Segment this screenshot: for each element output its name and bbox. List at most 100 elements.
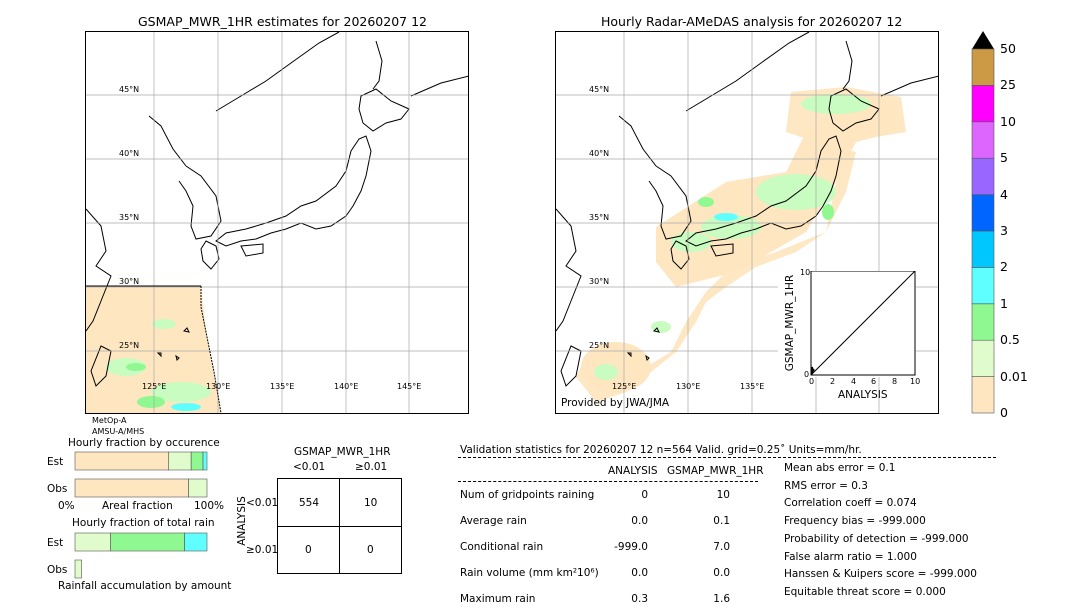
colorbar-label: 0.01 bbox=[1000, 368, 1028, 384]
lon-label: 140°E bbox=[334, 382, 359, 391]
stats-row-analysis: 0.0 bbox=[631, 567, 648, 579]
lon-label: 125°E bbox=[142, 382, 167, 391]
colorbar-segment bbox=[971, 121, 995, 159]
occurrence-title: Hourly fraction by occurence bbox=[68, 437, 220, 449]
fraction-bar-segment bbox=[188, 478, 208, 498]
lon-label: 125°E bbox=[612, 382, 637, 391]
rainfrac-title: Hourly fraction of total rain bbox=[72, 517, 215, 529]
fraction-bar-segment bbox=[190, 451, 204, 471]
right-map-title: Hourly Radar-AMeDAS analysis for 2026020… bbox=[601, 14, 903, 29]
score-line: Probability of detection = -999.000 bbox=[784, 532, 969, 545]
sensor-name: MetOp-A bbox=[92, 416, 127, 425]
contingency-row1: <0.01 bbox=[246, 497, 279, 509]
colorbar-segment bbox=[971, 230, 995, 268]
colorbar-segment bbox=[971, 48, 995, 86]
stats-row-gsmap: 0.1 bbox=[713, 515, 730, 527]
colorbar-segment bbox=[971, 303, 995, 341]
fraction-bar-segment bbox=[184, 532, 208, 552]
fraction-bar-segment bbox=[74, 478, 189, 498]
data-credit: Provided by JWA/JMA bbox=[561, 397, 670, 409]
fraction-bar-segment bbox=[74, 451, 170, 471]
inset-x-tick: 8 bbox=[892, 377, 898, 386]
stats-header: Validation statistics for 20260207 12 n=… bbox=[460, 444, 862, 456]
colorbar-segment bbox=[971, 157, 995, 195]
rainfrac-est-label: Est bbox=[47, 537, 64, 549]
colorbar-label: 1 bbox=[1000, 295, 1008, 311]
score-line: Frequency bias = -999.000 bbox=[784, 515, 926, 528]
stats-col-gsmap: GSMAP_MWR_1HR bbox=[667, 465, 764, 477]
inset-xlabel: ANALYSIS bbox=[838, 389, 888, 401]
colorbar-label: 25 bbox=[1000, 77, 1016, 93]
stats-row-analysis: 0 bbox=[641, 489, 648, 501]
inset-x-tick: 0 bbox=[809, 377, 815, 386]
lat-label: 25°N bbox=[119, 341, 140, 350]
fraction-bar-segment bbox=[202, 451, 208, 471]
stats-row-gsmap: 1.6 bbox=[713, 593, 730, 605]
fraction-bar-segment bbox=[74, 559, 82, 579]
left-map-title: GSMAP_MWR_1HR estimates for 20260207 12 bbox=[138, 14, 427, 29]
cell-correct-negative: 554 bbox=[299, 497, 320, 509]
inset-y-tick: 10 bbox=[800, 268, 811, 277]
cell-miss: 0 bbox=[305, 544, 312, 556]
inset-x-tick: 6 bbox=[871, 377, 877, 386]
stats-row-label: Conditional rain bbox=[460, 541, 544, 553]
colorbar-segment bbox=[971, 267, 995, 305]
score-line: RMS error = 0.3 bbox=[784, 479, 868, 492]
lat-label: 30°N bbox=[589, 277, 610, 286]
colorbar-label: 5 bbox=[1000, 150, 1008, 166]
rainfrac-bars bbox=[74, 532, 208, 579]
lat-label: 30°N bbox=[119, 277, 140, 286]
score-line: Equitable threat score = 0.000 bbox=[784, 585, 946, 598]
stats-row-label: Num of gridpoints raining bbox=[460, 489, 595, 501]
inset-ylabel: GSMAP_MWR_1HR bbox=[784, 274, 797, 372]
cell-false-alarm: 10 bbox=[364, 497, 378, 509]
colorbar-label: 0.5 bbox=[1000, 332, 1020, 348]
colorbar-segment bbox=[971, 376, 995, 414]
lon-label: 130°E bbox=[206, 382, 231, 391]
lat-label: 25°N bbox=[589, 341, 610, 350]
lat-label: 35°N bbox=[589, 213, 610, 222]
lat-label: 35°N bbox=[119, 213, 140, 222]
lon-label: 145°E bbox=[397, 382, 422, 391]
stats-row-label: Maximum rain bbox=[460, 593, 536, 605]
stats-row-gsmap: 7.0 bbox=[713, 541, 730, 553]
colorbar bbox=[971, 31, 995, 414]
inset-x-tick: 10 bbox=[910, 377, 921, 386]
colorbar-extend-arrow bbox=[972, 31, 994, 49]
contingency-row2: ≥0.01 bbox=[246, 544, 279, 556]
stats-row-gsmap: 10 bbox=[716, 489, 730, 501]
contingency-table: 554 10 0 0 bbox=[277, 478, 402, 574]
left-map: 45°N 40°N 35°N 30°N 25°N 125°E 130°E 135… bbox=[85, 31, 469, 414]
occurrence-x1: 100% bbox=[194, 500, 225, 512]
fraction-bar-segment bbox=[168, 451, 192, 471]
lat-label: 45°N bbox=[119, 85, 140, 94]
score-line: Hanssen & Kuipers score = -999.000 bbox=[784, 568, 977, 581]
lon-label: 130°E bbox=[676, 382, 701, 391]
inset-y-tick: 0 bbox=[804, 370, 810, 379]
contingency-col1: <0.01 bbox=[293, 461, 326, 473]
occurrence-est-label: Est bbox=[47, 456, 64, 468]
colorbar-label: 3 bbox=[1000, 223, 1008, 238]
right-map: 45°N 40°N 35°N 30°N 25°N 125°E 130°E 135… bbox=[555, 31, 939, 414]
occurrence-obs-label: Obs bbox=[47, 483, 68, 495]
contingency-title: GSMAP_MWR_1HR bbox=[294, 446, 391, 458]
rain-field bbox=[86, 286, 221, 413]
score-line: False alarm ratio = 1.000 bbox=[784, 550, 917, 563]
colorbar-segment bbox=[971, 194, 995, 232]
colorbar-label: 50 bbox=[1000, 41, 1016, 56]
occurrence-x0: 0% bbox=[58, 500, 75, 512]
colorbar-label: 0 bbox=[1000, 405, 1008, 420]
colorbar-label: 10 bbox=[1000, 113, 1016, 129]
stats-row-label: Rain volume (mm km²10⁶) bbox=[460, 567, 599, 579]
inset-x-tick: 4 bbox=[851, 377, 857, 386]
colorbar-label: 2 bbox=[1000, 259, 1008, 275]
colorbar-segment bbox=[971, 339, 995, 377]
lat-label: 45°N bbox=[589, 85, 610, 94]
rainfrac-obs-label: Obs bbox=[47, 564, 68, 576]
stats-row-analysis: 0.0 bbox=[631, 515, 648, 527]
inset-x-tick: 2 bbox=[830, 377, 836, 386]
score-line: Mean abs error = 0.1 bbox=[784, 462, 896, 474]
stats-col-analysis: ANALYSIS bbox=[608, 465, 658, 477]
lon-label: 135°E bbox=[270, 382, 295, 391]
